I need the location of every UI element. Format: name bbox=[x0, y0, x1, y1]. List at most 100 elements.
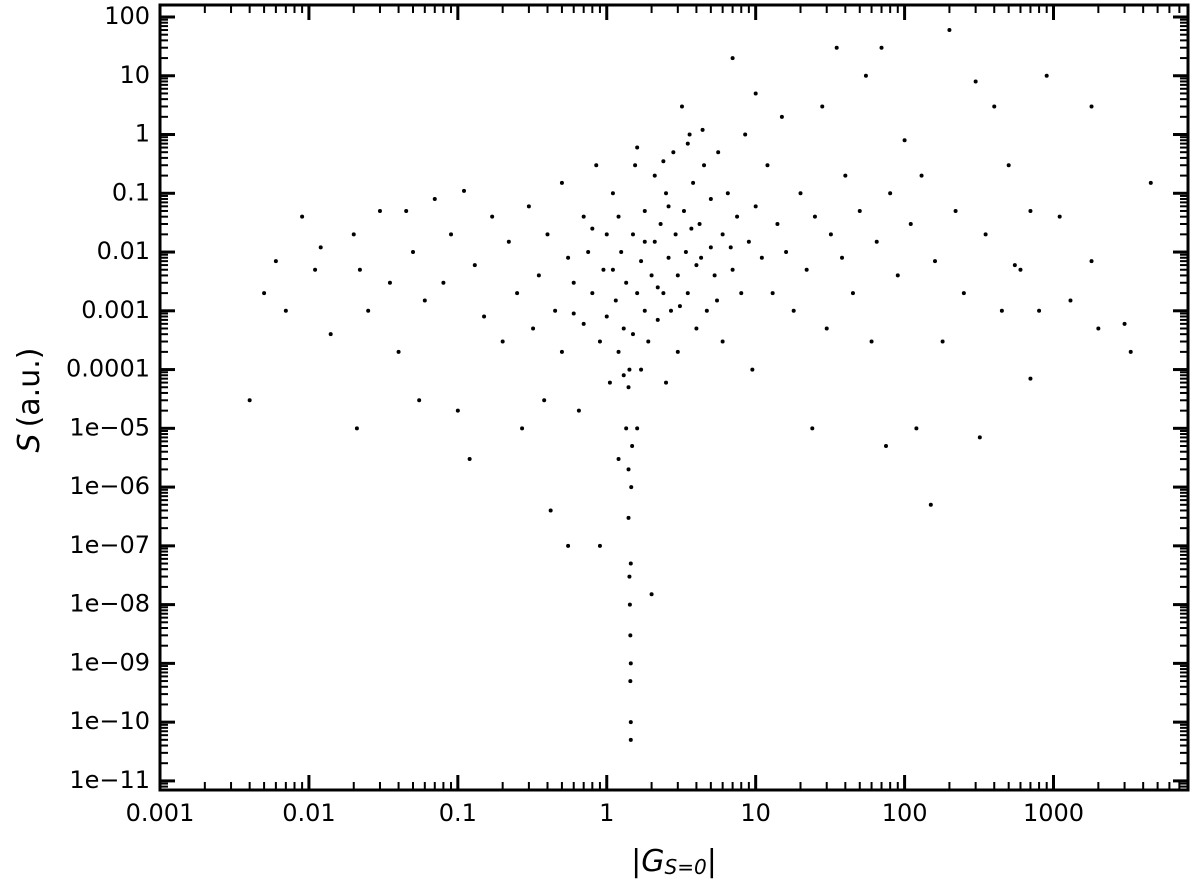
scatter-point bbox=[262, 291, 267, 296]
scatter-point bbox=[685, 141, 690, 146]
scatter-point bbox=[590, 226, 595, 231]
scatter-point bbox=[283, 308, 288, 313]
x-tick-label: 0.001 bbox=[126, 799, 195, 827]
y-tick-label: 1e−11 bbox=[69, 766, 150, 794]
scatter-point bbox=[834, 45, 839, 50]
scatter-point bbox=[404, 208, 409, 213]
x-label-part: S=0 bbox=[665, 855, 707, 879]
scatter-point bbox=[655, 317, 660, 322]
scatter-point bbox=[730, 267, 735, 272]
scatter-point bbox=[1089, 104, 1094, 109]
scatter-point bbox=[666, 204, 671, 209]
scatter-point bbox=[1028, 208, 1033, 213]
scatter-point bbox=[351, 232, 356, 237]
scatter-point bbox=[691, 180, 696, 185]
x-tick-label: 0.1 bbox=[439, 799, 477, 827]
scatter-point bbox=[581, 321, 586, 326]
scatter-point bbox=[765, 163, 770, 168]
x-tick-label: 1000 bbox=[1023, 799, 1084, 827]
scatter-point bbox=[635, 291, 640, 296]
scatter-point bbox=[630, 232, 635, 237]
scatter-point bbox=[432, 196, 437, 201]
scatter-point bbox=[300, 214, 305, 219]
scatter-point bbox=[812, 214, 817, 219]
y-tick-label: 1e−10 bbox=[69, 707, 150, 735]
scatter-point bbox=[613, 298, 618, 303]
scatter-point bbox=[247, 398, 252, 403]
scatter-point bbox=[366, 308, 371, 313]
scatter-point bbox=[977, 435, 982, 440]
scatter-point bbox=[874, 239, 879, 244]
scatter-point bbox=[704, 308, 709, 313]
scatter-point bbox=[1006, 163, 1011, 168]
scatter-point bbox=[601, 267, 606, 272]
scatter-point bbox=[1128, 349, 1133, 354]
scatter-point bbox=[973, 79, 978, 84]
scatter-point bbox=[633, 163, 638, 168]
scatter-point bbox=[720, 232, 725, 237]
scatter-point bbox=[642, 208, 647, 213]
scatter-point bbox=[639, 259, 644, 264]
y-tick-label: 1 bbox=[135, 120, 150, 148]
scatter-point bbox=[928, 502, 933, 507]
scatter-point bbox=[677, 304, 682, 309]
scatter-point bbox=[526, 204, 531, 209]
scatter-point bbox=[675, 349, 680, 354]
scatter-point bbox=[697, 222, 702, 227]
scatter-point bbox=[850, 291, 855, 296]
y-axis-label: S (a.u.) bbox=[12, 348, 47, 453]
scatter-point bbox=[590, 291, 595, 296]
scatter-point bbox=[720, 339, 725, 344]
scatter-point bbox=[571, 311, 576, 316]
scatter-point bbox=[770, 291, 775, 296]
scatter-point bbox=[597, 339, 602, 344]
x-tick-label: 100 bbox=[882, 799, 928, 827]
plot-frame bbox=[158, 3, 1190, 792]
scatter-point bbox=[515, 291, 520, 296]
scatter-point bbox=[542, 398, 547, 403]
scatter-point bbox=[626, 515, 631, 520]
y-tick-label: 1e−08 bbox=[69, 590, 150, 618]
scatter-point bbox=[490, 214, 495, 219]
scatter-point bbox=[702, 163, 707, 168]
scatter-point bbox=[417, 398, 422, 403]
scatter-point bbox=[715, 298, 720, 303]
scatter-point bbox=[671, 150, 676, 155]
scatter-point bbox=[482, 314, 487, 319]
scatter-point bbox=[863, 73, 868, 78]
scatter-point bbox=[668, 308, 673, 313]
scatter-point bbox=[597, 543, 602, 548]
scatter-point bbox=[626, 467, 631, 472]
scatter-point bbox=[1148, 180, 1153, 185]
scatter-point bbox=[1122, 321, 1127, 326]
scatter-point bbox=[628, 737, 633, 742]
scatter-point bbox=[1096, 326, 1101, 331]
scatter-point bbox=[685, 291, 690, 296]
scatter-point bbox=[932, 259, 937, 264]
scatter-point bbox=[610, 191, 615, 196]
scatter-point bbox=[604, 314, 609, 319]
scatter-point bbox=[1068, 298, 1073, 303]
x-label-part: | bbox=[631, 844, 641, 879]
scatter-point bbox=[1037, 308, 1042, 313]
y-tick-label: 0.0001 bbox=[66, 355, 150, 383]
scatter-point bbox=[1012, 263, 1017, 268]
scatter-point bbox=[536, 273, 541, 278]
scatter-point bbox=[467, 457, 472, 462]
scatter-point bbox=[652, 239, 657, 244]
scatter-point bbox=[804, 267, 809, 272]
scatter-point bbox=[586, 250, 591, 255]
scatter-point bbox=[318, 245, 323, 250]
scatter-point bbox=[377, 208, 382, 213]
scatter-point bbox=[455, 408, 460, 413]
scatter-point bbox=[895, 273, 900, 278]
scatter-point bbox=[639, 367, 644, 372]
scatter-point bbox=[746, 239, 751, 244]
scatter-point bbox=[566, 543, 571, 548]
scatter-point bbox=[753, 204, 758, 209]
scatter-point bbox=[441, 280, 446, 285]
scatter-point bbox=[649, 592, 654, 597]
scatter-point bbox=[411, 250, 416, 255]
scatter-point bbox=[679, 104, 684, 109]
scatter-point bbox=[396, 349, 401, 354]
